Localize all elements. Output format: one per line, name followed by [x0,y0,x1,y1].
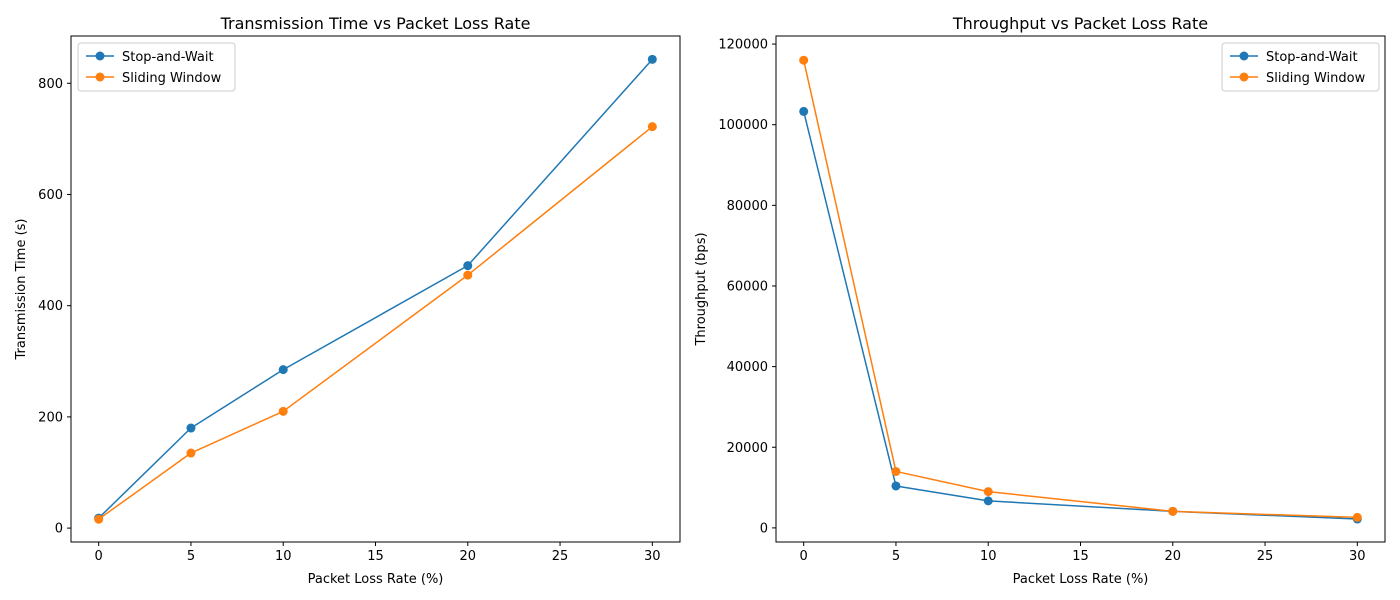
y-tick-label: 100000 [718,118,768,133]
x-tick-label: 15 [367,549,384,564]
data-point-sliding-window [983,487,993,497]
plot-frame-2 [775,35,1386,543]
legend-label-sliding-window-2: Sliding Window [1266,71,1366,86]
data-point-sliding-window [463,270,473,280]
chart-throughput: Throughput vs Packet Loss Rate Packet Lo… [694,14,1386,587]
y-tick-label: 80000 [727,199,768,214]
data-point-stop-and-wait [891,481,901,491]
data-point-stop-and-wait [799,106,809,116]
x-tick-label: 30 [644,549,661,564]
data-point-stop-and-wait [463,261,473,271]
y-axis-label-2: Throughput (bps) [694,232,709,346]
data-point-stop-and-wait [186,423,196,433]
legend-marker-stop-and-wait-1 [95,51,105,61]
legend-label-sliding-window-1: Sliding Window [122,71,222,86]
data-point-stop-and-wait [278,365,288,375]
data-point-sliding-window [1352,512,1362,522]
x-tick-label: 25 [1257,549,1274,564]
y-tick-label: 0 [760,521,768,536]
data-point-sliding-window [891,466,901,476]
x-tick-label: 20 [1164,549,1181,564]
data-point-sliding-window [186,448,196,458]
y-ticks-2: 0 20000 40000 60000 80000 100000 120000 [718,38,776,536]
legend-1: Stop-and-Wait Sliding Window [77,42,236,92]
legend-2: Stop-and-Wait Sliding Window [1221,42,1380,92]
x-tick-label: 30 [1349,549,1366,564]
plot-frame-1 [70,35,681,543]
chart-transmission-time: Transmission Time vs Packet Loss Rate Pa… [14,14,681,587]
series-group-2 [799,55,1362,524]
legend-marker-stop-and-wait-2 [1239,51,1249,61]
y-tick-label: 60000 [727,279,768,294]
chart-title-1: Transmission Time vs Packet Loss Rate [220,14,531,33]
y-tick-label: 400 [38,299,63,314]
x-tick-label: 15 [1072,549,1089,564]
y-ticks-1: 0 200 400 600 800 [38,77,71,537]
legend-marker-sliding-window-1 [95,72,105,82]
x-tick-label: 25 [552,549,569,564]
legend-marker-sliding-window-2 [1239,72,1249,82]
legend-label-stop-and-wait-1: Stop-and-Wait [122,50,214,65]
data-point-sliding-window [1168,506,1178,516]
y-tick-label: 40000 [727,360,768,375]
series-group-1 [94,54,657,524]
y-tick-label: 200 [38,410,63,425]
y-tick-label: 0 [55,522,63,537]
x-tick-label: 0 [800,549,808,564]
x-tick-label: 5 [892,549,900,564]
y-tick-label: 600 [38,188,63,203]
plot-area-1 [71,36,680,542]
legend-box-1 [77,42,236,92]
data-point-sliding-window [94,514,104,524]
x-axis-label-2: Packet Loss Rate (%) [1013,572,1149,587]
y-tick-label: 20000 [727,441,768,456]
x-tick-label: 10 [275,549,292,564]
x-tick-label: 5 [187,549,195,564]
plot-area-2 [776,36,1385,542]
data-point-sliding-window [799,55,809,65]
data-point-sliding-window [278,406,288,416]
data-point-stop-and-wait [647,54,657,64]
y-axis-label-1: Transmission Time (s) [14,219,29,361]
x-axis-label-1: Packet Loss Rate (%) [308,572,444,587]
x-ticks-1: 0 5 10 15 20 25 30 [95,542,661,564]
x-tick-label: 0 [95,549,103,564]
chart-title-2: Throughput vs Packet Loss Rate [952,14,1208,33]
legend-box-2 [1221,42,1380,92]
data-point-stop-and-wait [983,496,993,506]
legend-label-stop-and-wait-2: Stop-and-Wait [1266,50,1358,65]
y-tick-label: 120000 [718,38,768,53]
x-tick-label: 10 [980,549,997,564]
x-tick-label: 20 [459,549,476,564]
data-point-sliding-window [647,122,657,132]
x-ticks-2: 0 5 10 15 20 25 30 [800,542,1366,564]
y-tick-label: 800 [38,77,63,92]
